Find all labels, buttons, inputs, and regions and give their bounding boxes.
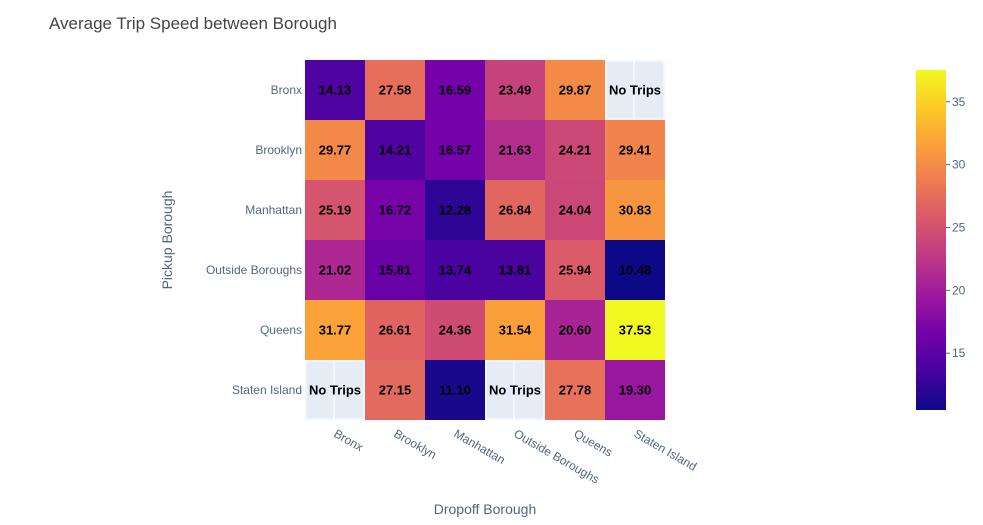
heatmap-cell (365, 240, 425, 300)
cell-label: 15.81 (379, 263, 412, 278)
heatmap-cell (605, 360, 665, 420)
x-tick-label: Staten Island (632, 426, 700, 473)
cell-label: 24.36 (439, 323, 472, 338)
cell-label: 29.87 (559, 83, 592, 98)
cell-label: 31.54 (499, 323, 532, 338)
heatmap-cell (305, 60, 365, 120)
cell-label: 10.48 (619, 263, 652, 278)
cell-label: 19.30 (619, 383, 652, 398)
y-axis-title: Pickup Borough (159, 191, 175, 290)
cell-label: 16.72 (379, 203, 412, 218)
heatmap-cell (305, 240, 365, 300)
cell-label: No Trips (309, 383, 361, 398)
cell-label: 23.49 (499, 83, 532, 98)
cell-label: 13.81 (499, 263, 532, 278)
cell-label: 26.61 (379, 323, 412, 338)
cell-label: 30.83 (619, 203, 652, 218)
cell-label: 21.02 (319, 263, 352, 278)
cell-label: 27.58 (379, 83, 412, 98)
cell-label: 27.78 (559, 383, 592, 398)
cell-label: 14.21 (379, 143, 412, 158)
x-axis-ticks: Bronx Brooklyn Manhattan Outside BoroughsQu… (332, 426, 700, 486)
cell-label: No Trips (489, 383, 541, 398)
cell-label: 27.15 (379, 383, 412, 398)
x-tick-label: Brooklyn (392, 426, 439, 461)
y-tick-label: Manhattan (245, 203, 302, 217)
heatmap-cell (605, 60, 665, 120)
heatmap-cell (425, 240, 485, 300)
x-tick-label: Manhattan (452, 426, 508, 466)
y-tick-label: Staten Island (232, 383, 302, 397)
x-tick-label: Queens (572, 426, 615, 459)
cell-label: 29.77 (319, 143, 352, 158)
cell-label: 25.94 (559, 263, 592, 278)
heatmap-cell (485, 60, 545, 120)
heatmap-cell (605, 240, 665, 300)
heatmap-cell (365, 60, 425, 120)
heatmap-cell (485, 300, 545, 360)
heatmap-cell (605, 120, 665, 180)
cell-label: 29.41 (619, 143, 652, 158)
heatmap-cell (545, 60, 605, 120)
cell-label: 16.59 (439, 83, 472, 98)
heatmap-cell (305, 120, 365, 180)
heatmap-cell (365, 120, 425, 180)
heatmap-cell (605, 300, 665, 360)
heatmap-cell (545, 300, 605, 360)
colorbar (916, 70, 946, 410)
cell-label: 21.63 (499, 143, 532, 158)
cell-label: 12.28 (439, 203, 472, 218)
cell-label: 13.74 (439, 263, 472, 278)
heatmap-cell (545, 120, 605, 180)
colorbar-tick-label: 20 (952, 283, 966, 297)
heatmap-cell (545, 240, 605, 300)
heatmap-cell (605, 180, 665, 240)
cell-label: No Trips (609, 83, 661, 98)
x-axis-title: Dropoff Borough (434, 501, 536, 517)
chart-title: Average Trip Speed between Borough (49, 14, 337, 33)
colorbar-tick-label: 30 (952, 158, 966, 172)
heatmap-cell (485, 240, 545, 300)
cell-label: 25.19 (319, 203, 352, 218)
heatmap-cell (425, 60, 485, 120)
cell-label: 16.57 (439, 143, 472, 158)
heatmap-cell (425, 120, 485, 180)
heatmap-cell (485, 180, 545, 240)
heatmap-cell (545, 180, 605, 240)
heatmap-cell (425, 360, 485, 420)
y-tick-label: Queens (260, 323, 302, 337)
y-axis-ticks: Bronx Brooklyn Manhattan Outside Boroughs Qu… (206, 83, 302, 397)
colorbar-ticks: 15 20 25 30 35 (946, 95, 966, 360)
y-tick-label: Brooklyn (255, 143, 302, 157)
cell-label: 24.21 (559, 143, 592, 158)
cell-label: 20.60 (559, 323, 592, 338)
cell-label: 14.13 (319, 83, 352, 98)
colorbar-tick-label: 35 (952, 95, 966, 109)
colorbar-tick-label: 25 (952, 220, 966, 234)
heatmap-cells: 14.13 27.58 16.59 23.49 29.87 No Trips 29.77 14… (305, 60, 665, 420)
x-tick-label: Bronx (332, 426, 366, 454)
cell-label: 37.53 (619, 323, 652, 338)
heatmap-cell (485, 360, 545, 420)
cell-label: 26.84 (499, 203, 532, 218)
cell-label: 11.10 (439, 383, 471, 398)
heatmap-cell (305, 300, 365, 360)
heatmap-cell (365, 300, 425, 360)
heatmap-cell (545, 360, 605, 420)
heatmap-cell (425, 300, 485, 360)
cell-label: 31.77 (319, 323, 352, 338)
heatmap-cell (305, 360, 365, 420)
y-tick-label: Bronx (271, 83, 302, 97)
y-tick-label: Outside Boroughs (206, 263, 302, 277)
heatmap-cell (485, 120, 545, 180)
heatmap-cell (365, 180, 425, 240)
heatmap-cell (305, 180, 365, 240)
heatmap-cell (365, 360, 425, 420)
cell-label: 24.04 (559, 203, 592, 218)
heatmap-cell (425, 180, 485, 240)
colorbar-tick-label: 15 (952, 346, 966, 360)
